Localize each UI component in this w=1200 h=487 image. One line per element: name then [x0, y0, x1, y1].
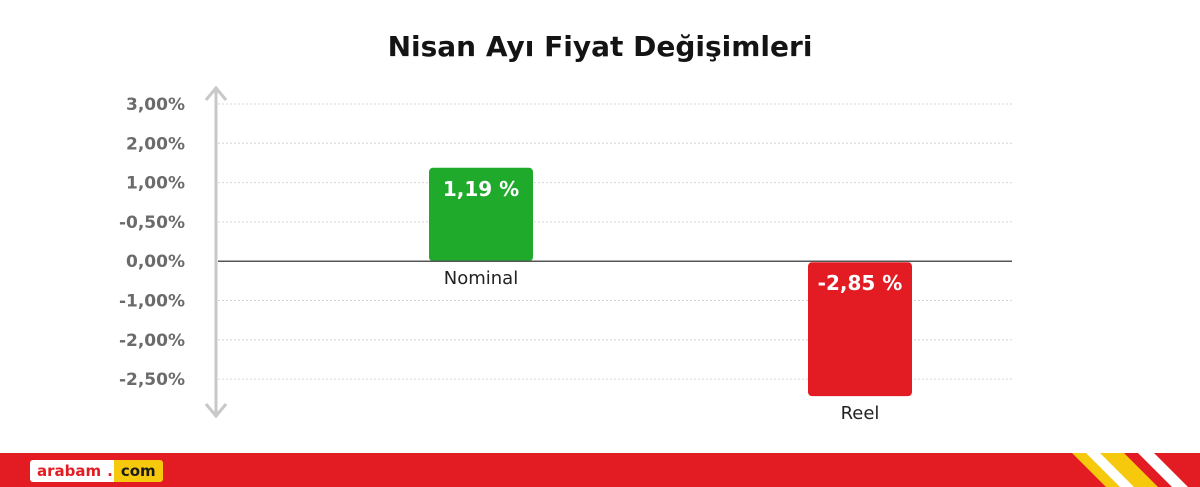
- y-tick-label: -0,50%: [119, 213, 185, 233]
- footer-stripes: [1072, 453, 1188, 487]
- y-tick-label: 3,00%: [126, 95, 185, 115]
- y-tick-label: -2,50%: [119, 370, 185, 390]
- category-label: Nominal: [444, 268, 518, 289]
- logo-text-com: com: [113, 460, 163, 482]
- y-tick-label: 0,00%: [126, 252, 185, 272]
- y-tick-label: 2,00%: [126, 134, 185, 154]
- footer-bar: [0, 453, 1200, 487]
- y-tick-label: -2,00%: [119, 331, 185, 351]
- logo-text-dot: .: [107, 460, 114, 482]
- data-label: 1,19 %: [443, 177, 519, 201]
- logo-text-main: arabam: [30, 460, 108, 482]
- data-label: -2,85 %: [818, 271, 903, 295]
- chart-title: Nisan Ayı Fiyat Değişimleri: [387, 30, 813, 63]
- y-tick-label: 1,00%: [126, 174, 185, 194]
- y-axis-arrow-down-icon: [204, 403, 228, 419]
- bar-nominal: [429, 167, 533, 262]
- arabam-logo[interactable]: arabam . com: [30, 460, 163, 482]
- bar-chart: 3,00% 2,00% 1,00% -0,50% 0,00% -1,00% -2,00% -2…: [119, 85, 1012, 424]
- y-tick-label: -1,00%: [119, 292, 185, 312]
- bar-reel: [808, 262, 912, 397]
- category-label: Reel: [841, 403, 880, 424]
- y-axis-arrow-up-icon: [204, 85, 228, 101]
